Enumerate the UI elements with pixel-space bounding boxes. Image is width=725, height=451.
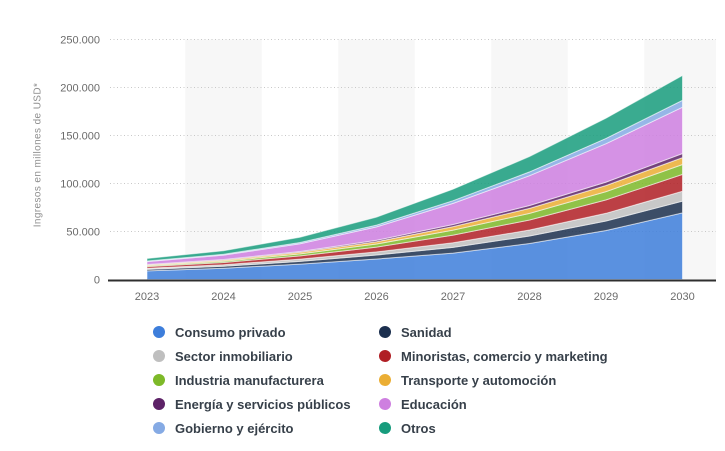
legend-item-sector-inmobiliario[interactable]: Sector inmobiliario: [153, 344, 379, 368]
x-tick-label-2023: 2023: [135, 291, 159, 303]
legend-label: Industria manufacturera: [175, 372, 324, 388]
x-tick-label-2029: 2029: [594, 291, 618, 303]
legend-label: Consumo privado: [175, 324, 286, 340]
plot-band-2024: [185, 39, 262, 280]
legend-dot-educacion: [379, 398, 391, 410]
x-tick-label-2025: 2025: [288, 291, 312, 303]
legend-item-otros[interactable]: Otros: [379, 416, 608, 440]
legend: Consumo privado Sanidad Sector inmobiliari…: [153, 320, 608, 440]
legend-dot-sector-inmobiliario: [153, 350, 165, 362]
y-tick-label: 50.000: [66, 227, 100, 239]
legend-dot-transporte-y-automocion: [379, 374, 391, 386]
y-tick-label: 200.000: [60, 83, 100, 95]
legend-label: Sanidad: [401, 324, 452, 340]
legend-label: Gobierno y ejército: [175, 420, 294, 436]
legend-item-minoristas-comercio-y-marketing[interactable]: Minoristas, comercio y marketing: [379, 344, 608, 368]
y-tick-label: 0: [94, 275, 100, 287]
y-tick-label: 100.000: [60, 179, 100, 191]
y-tick-label: 150.000: [60, 131, 100, 143]
legend-item-educacion[interactable]: Educación: [379, 392, 608, 416]
x-tick-label-2027: 2027: [441, 291, 465, 303]
legend-dot-sanidad: [379, 326, 391, 338]
x-tick-label-2024: 2024: [211, 291, 235, 303]
x-tick-label-2030: 2030: [670, 291, 694, 303]
legend-dot-consumo-privado: [153, 326, 165, 338]
legend-item-consumo-privado[interactable]: Consumo privado: [153, 320, 379, 344]
legend-dot-otros: [379, 422, 391, 434]
legend-dot-gobierno-y-ejercito: [153, 422, 165, 434]
legend-item-gobierno-y-ejercito[interactable]: Gobierno y ejército: [153, 416, 379, 440]
legend-item-energia-y-servicios-publicos[interactable]: Energía y servicios públicos: [153, 392, 379, 416]
legend-item-transporte-y-automocion[interactable]: Transporte y automoción: [379, 368, 608, 392]
legend-dot-energia-y-servicios-publicos: [153, 398, 165, 410]
legend-label: Transporte y automoción: [401, 372, 557, 388]
legend-label: Minoristas, comercio y marketing: [401, 348, 608, 364]
legend-label: Sector inmobiliario: [175, 348, 293, 364]
stacked-area-chart: 0 50.000 100.000 150.000 200.000 250.000 2023 2…: [60, 35, 716, 303]
legend-item-industria-manufacturera[interactable]: Industria manufacturera: [153, 368, 379, 392]
legend-label: Energía y servicios públicos: [175, 396, 351, 412]
legend-item-sanidad[interactable]: Sanidad: [379, 320, 608, 344]
legend-dot-industria-manufacturera: [153, 374, 165, 386]
legend-label: Otros: [401, 420, 436, 436]
legend-label: Educación: [401, 396, 467, 412]
x-tick-label-2026: 2026: [364, 291, 388, 303]
y-tick-label: 250.000: [60, 35, 100, 47]
x-tick-label-2028: 2028: [517, 291, 541, 303]
area-series-otros[interactable]: [146, 74, 683, 262]
legend-dot-minoristas-comercio-y-marketing: [379, 350, 391, 362]
y-axis-title: Ingresos en millones de USD*: [32, 82, 44, 228]
